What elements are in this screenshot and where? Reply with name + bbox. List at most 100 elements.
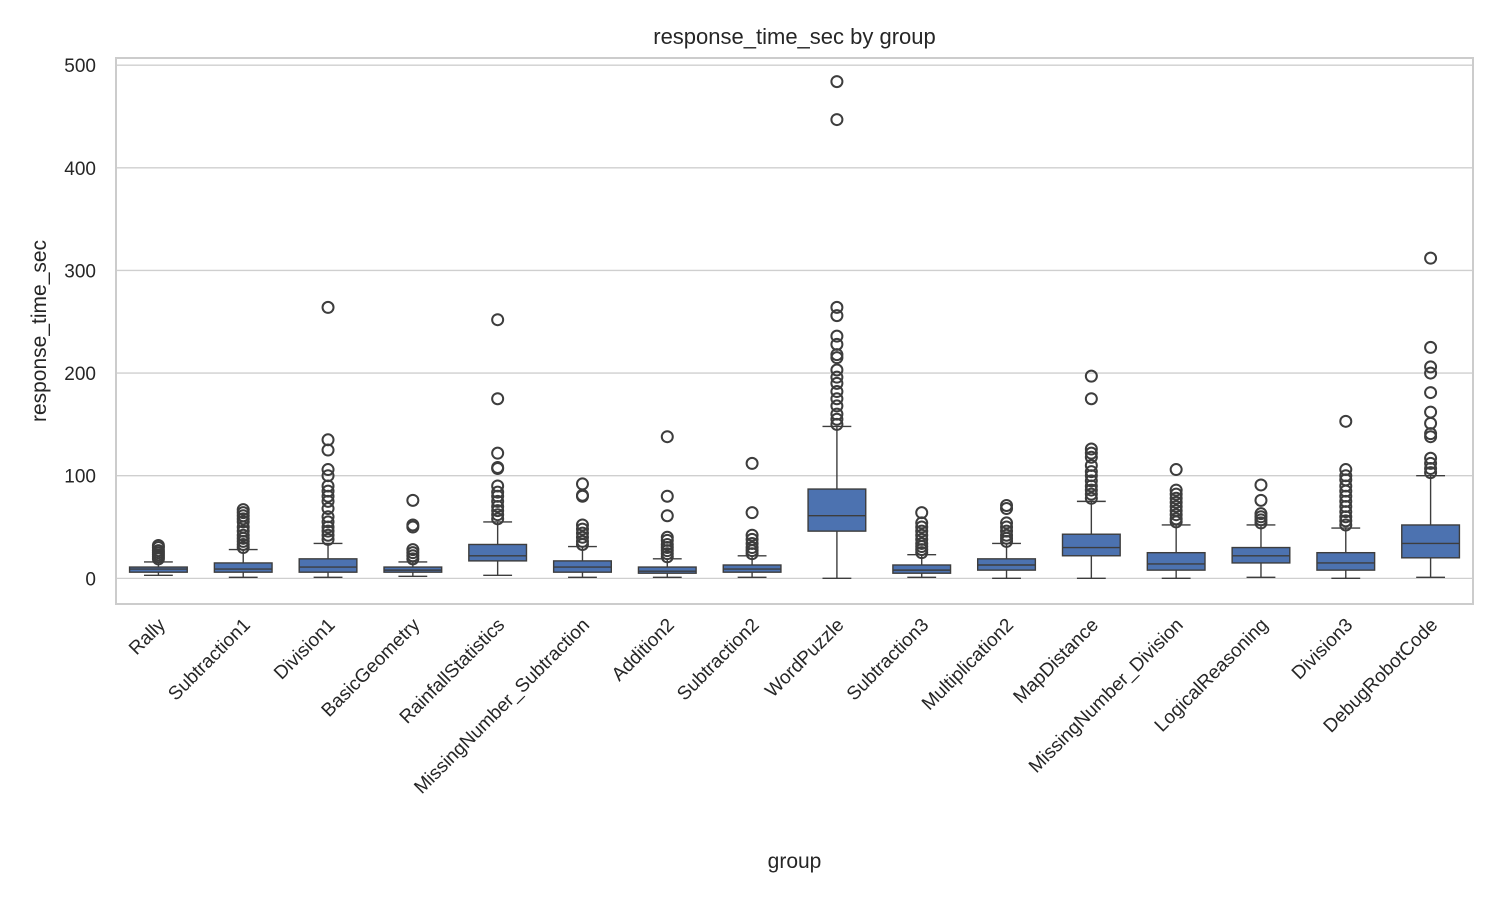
x-tick-label: Addition2 — [608, 615, 679, 686]
outlier-point — [1424, 251, 1438, 265]
chart-title: response_time_sec by group — [653, 24, 936, 49]
outlier-point — [321, 515, 335, 529]
outlier-point — [1000, 520, 1014, 534]
outlier-point — [1084, 491, 1098, 505]
outlier-point — [406, 543, 420, 557]
outlier-point — [1084, 446, 1098, 460]
iqr-box — [807, 488, 867, 532]
y-tick-label: 300 — [64, 261, 96, 282]
box-group — [637, 430, 697, 579]
box-group — [976, 498, 1037, 580]
box-group — [1061, 369, 1121, 580]
outlier-point — [491, 485, 505, 499]
iqr-box — [892, 564, 952, 574]
outlier-point — [1254, 507, 1268, 521]
outlier-point — [830, 376, 844, 390]
outlier-point — [745, 536, 759, 550]
outlier-point — [1339, 514, 1353, 528]
x-tick-label: Subtraction3 — [843, 615, 933, 705]
outlier-point — [575, 530, 589, 544]
outlier-point — [915, 532, 929, 546]
outlier-point — [915, 536, 929, 550]
outlier-point — [236, 503, 250, 517]
outlier-point — [491, 504, 505, 518]
outlier-point — [321, 469, 335, 483]
outlier-point — [1339, 469, 1353, 483]
iqr-box — [298, 558, 358, 573]
y-tick-label: 100 — [64, 467, 96, 488]
y-tick-labels: 0 100 200 300 400 500 — [64, 56, 96, 590]
outlier-point — [236, 524, 250, 538]
outlier-point — [151, 539, 165, 552]
outlier-point — [660, 430, 674, 444]
outlier-point — [321, 463, 335, 477]
outlier-point — [491, 479, 505, 493]
outlier-point — [1424, 360, 1438, 374]
y-axis-label: response_time_sec — [28, 240, 51, 422]
box-group — [892, 506, 952, 579]
iqr-box — [1316, 551, 1376, 571]
outlier-point — [491, 512, 505, 526]
outlier-point — [321, 300, 335, 314]
outlier-point — [1084, 487, 1098, 501]
box-group — [213, 503, 273, 579]
x-tick-label: Division3 — [1288, 615, 1357, 684]
outlier-point — [491, 446, 505, 460]
outlier-point — [1424, 405, 1438, 419]
plot-frame — [115, 57, 1474, 605]
outlier-point — [830, 309, 844, 323]
outlier-point — [830, 329, 844, 343]
box-group — [1401, 251, 1461, 579]
outlier-point — [1339, 463, 1353, 477]
y-tick-label: 0 — [85, 569, 96, 590]
outlier-point — [1424, 386, 1438, 400]
outlier-point — [1084, 458, 1098, 472]
outlier-point — [1339, 414, 1353, 428]
box-group — [298, 300, 358, 579]
iqr-box — [213, 562, 273, 573]
x-tick-label: Rally — [125, 614, 170, 659]
box-group — [468, 313, 528, 576]
outlier-point — [660, 537, 674, 551]
x-tick-label: Subtraction1 — [164, 615, 254, 705]
outlier-point — [575, 518, 589, 532]
iqr-box — [637, 566, 697, 574]
outlier-point — [1169, 495, 1183, 509]
outlier-point — [1424, 451, 1438, 465]
outlier-point — [236, 528, 250, 542]
outlier-point — [830, 399, 844, 413]
x-tick-label: WordPuzzle — [761, 615, 848, 702]
outlier-point — [1084, 442, 1098, 456]
outlier-point — [745, 456, 759, 470]
outlier-point — [1339, 518, 1353, 532]
x-tick-label: Division1 — [270, 615, 339, 684]
outlier-point — [830, 385, 844, 399]
outlier-point — [830, 75, 844, 89]
outlier-point — [1254, 493, 1268, 507]
outlier-point — [406, 493, 420, 507]
outlier-point — [1424, 456, 1438, 470]
outlier-point — [321, 502, 335, 516]
outlier-point — [321, 528, 335, 542]
outlier-point — [830, 412, 844, 426]
outlier-point — [1254, 478, 1268, 492]
outlier-point — [1169, 512, 1183, 526]
outlier-point — [491, 313, 505, 327]
x-axis-label: group — [768, 850, 822, 873]
box-group — [1316, 414, 1376, 580]
outlier-point — [321, 510, 335, 524]
outlier-point — [745, 506, 759, 520]
box-group — [1146, 463, 1206, 580]
outlier-point — [745, 528, 759, 542]
outlier-point — [1169, 483, 1183, 497]
outlier-point — [915, 520, 929, 534]
outlier-point — [1169, 463, 1183, 477]
outlier-point — [1169, 504, 1183, 518]
outlier-point — [1000, 528, 1014, 542]
box-layer — [128, 75, 1461, 580]
outlier-point — [660, 489, 674, 503]
iqr-box — [1401, 524, 1461, 559]
outlier-point — [321, 532, 335, 546]
outlier-point — [1169, 500, 1183, 513]
box-group — [1231, 478, 1291, 579]
